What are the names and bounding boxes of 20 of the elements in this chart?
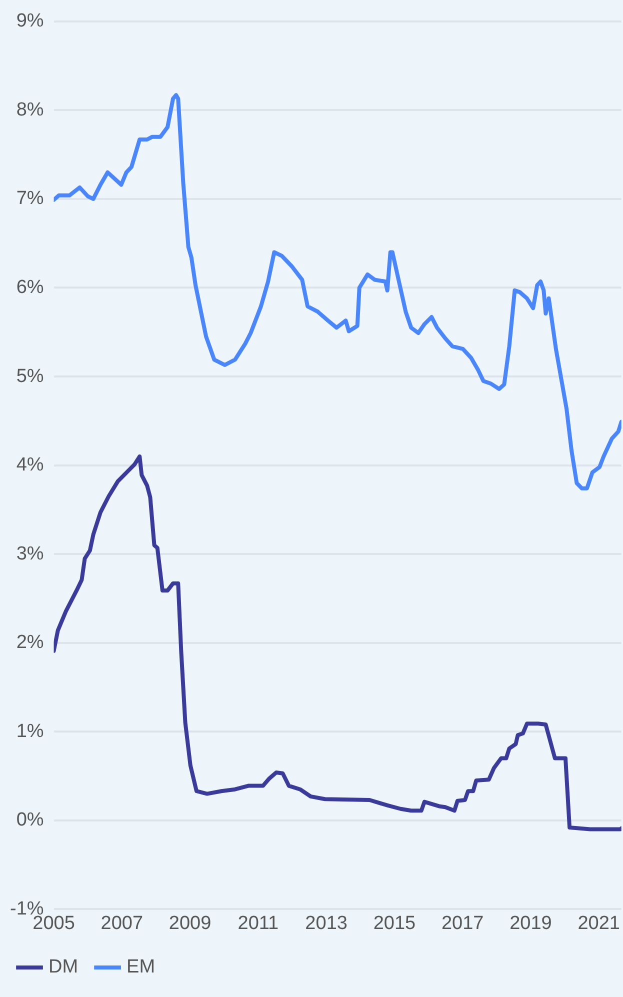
x-tick-label: 2011: [238, 912, 279, 934]
legend-label: EM: [126, 956, 156, 978]
y-tick-label: 1%: [16, 720, 44, 742]
x-tick-label: 2007: [100, 912, 144, 934]
y-tick-label: 8%: [16, 99, 44, 120]
y-tick-label: 7%: [16, 188, 44, 210]
x-tick-label: 2017: [441, 912, 484, 934]
y-tick-label: 3%: [16, 543, 44, 564]
y-tick-label: 0%: [16, 810, 44, 831]
x-tick-label: 2019: [510, 912, 552, 934]
y-tick-label: 5%: [16, 366, 44, 387]
x-tick-label: 2009: [168, 912, 212, 934]
y-tick-label: 4%: [16, 454, 44, 476]
legend-label: DM: [48, 956, 78, 978]
y-tick-label: 6%: [16, 276, 44, 298]
y-tick-label: 9%: [16, 10, 44, 32]
x-tick-label: 2013: [305, 912, 348, 934]
x-tick-label: 2015: [373, 912, 416, 934]
y-tick-label: 2%: [16, 632, 44, 654]
x-tick-label: 2021: [578, 912, 620, 934]
